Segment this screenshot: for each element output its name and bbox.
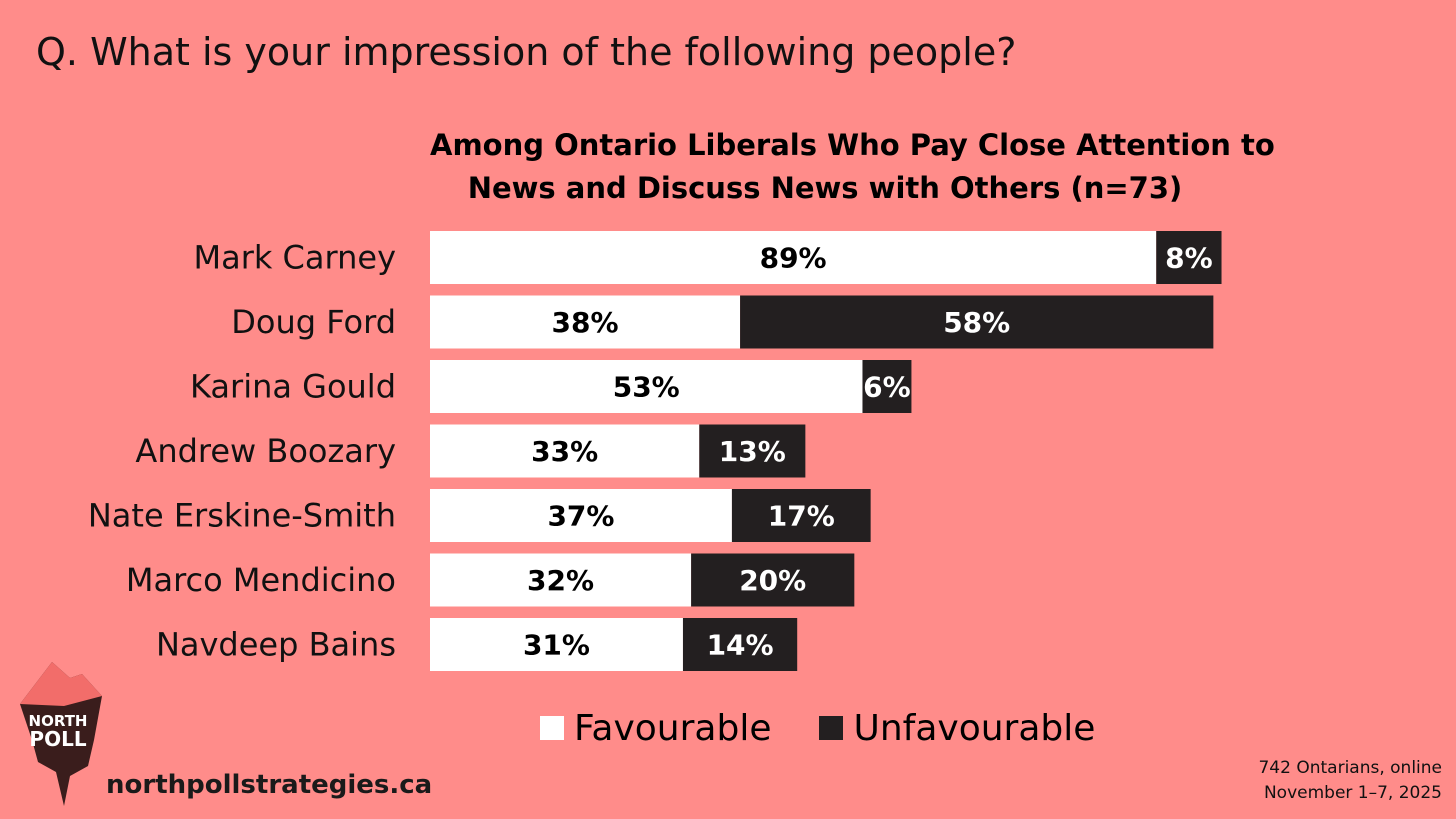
category-label-karina-gould: Karina Gould [190,368,396,406]
footnote-line-2: November 1–7, 2025 [1263,783,1442,803]
data-label-unfavourable-nate-erskine-smith: 17% [768,500,835,533]
data-label-unfavourable-marco-mendicino: 20% [739,564,806,597]
data-label-unfavourable-navdeep-bains: 14% [707,629,774,662]
data-label-favourable-nate-erskine-smith: 37% [547,500,614,533]
data-label-unfavourable-karina-gould: 6% [863,371,911,404]
legend-swatch-favourable [540,716,564,740]
bar-favourable-doug-ford [430,295,741,349]
bar-favourable-andrew-boozary [430,424,700,478]
website-url[interactable]: northpollstrategies.ca [106,770,433,800]
legend-swatch-unfavourable [819,716,844,740]
north-poll-logo: NORTH POLL [20,662,102,806]
category-label-andrew-boozary: Andrew Boozary [135,432,396,470]
bar-unfavourable-karina-gould [862,360,912,413]
data-label-unfavourable-andrew-boozary: 13% [719,435,786,468]
legend-label-favourable: Favourable [574,707,772,749]
data-label-favourable-karina-gould: 53% [613,371,680,404]
category-label-marco-mendicino: Marco Mendicino [126,561,396,599]
bar-unfavourable-doug-ford [740,295,1214,349]
legend: Favourable Unfavourable [540,703,1143,753]
bar-favourable-mark-carney [430,231,1157,284]
data-label-favourable-doug-ford: 38% [552,306,619,339]
chart-title: Among Ontario Liberals Who Pay Close Att… [430,124,1275,210]
bar-favourable-navdeep-bains [430,618,683,671]
question-text: Q. What is your impression of the follow… [36,30,1017,74]
category-label-nate-erskine-smith: Nate Erskine-Smith [88,497,396,535]
data-label-unfavourable-mark-carney: 8% [1165,242,1213,275]
bar-unfavourable-navdeep-bains [682,618,798,671]
chart-title-line-2: News and Discuss News with Others (n=73) [467,171,1183,205]
bar-favourable-nate-erskine-smith [430,489,732,542]
logo-peak-shape [20,662,102,706]
chart-title-line-1: Among Ontario Liberals Who Pay Close Att… [430,128,1275,162]
data-label-unfavourable-doug-ford: 58% [943,306,1010,339]
logo-text-north: NORTH [29,712,88,730]
bar-unfavourable-mark-carney [1156,231,1222,284]
legend-item-unfavourable: Unfavourable [819,708,1095,749]
bar-unfavourable-marco-mendicino [691,553,855,607]
data-label-favourable-mark-carney: 89% [760,242,827,275]
bar-favourable-marco-mendicino [430,553,692,607]
bar-favourable-karina-gould [430,360,863,413]
legend-label-unfavourable: Unfavourable [853,707,1096,749]
bar-unfavourable-nate-erskine-smith [731,489,871,542]
category-label-mark-carney: Mark Carney [193,239,396,277]
data-label-favourable-andrew-boozary: 33% [531,435,598,468]
category-label-navdeep-bains: Navdeep Bains [156,626,396,664]
footnote: 742 Ontarians, online November 1–7, 2025 [1258,756,1442,806]
category-label-doug-ford: Doug Ford [231,303,396,341]
logo-text-poll: POLL [29,727,86,751]
data-label-favourable-marco-mendicino: 32% [527,564,594,597]
bar-unfavourable-andrew-boozary [699,424,806,478]
legend-item-favourable: Favourable [540,708,771,749]
data-label-favourable-navdeep-bains: 31% [523,629,590,662]
footnote-line-1: 742 Ontarians, online [1258,758,1442,778]
